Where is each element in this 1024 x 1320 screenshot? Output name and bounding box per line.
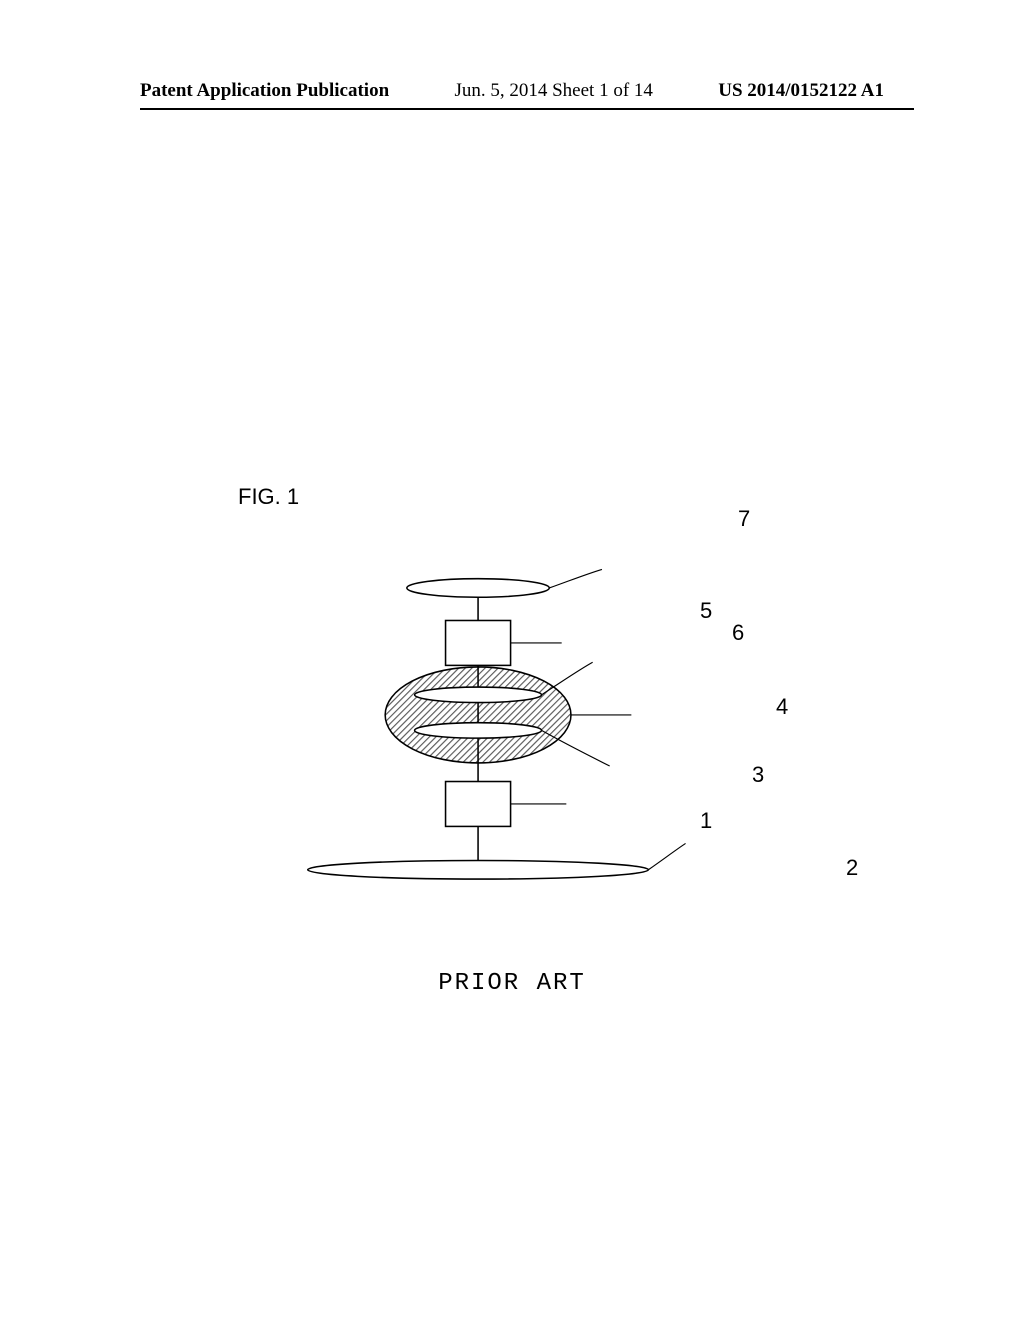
- ref-4: 4: [776, 694, 788, 720]
- leader-2: [648, 843, 685, 869]
- ref-3: 3: [752, 762, 764, 788]
- figure-svg: [300, 510, 780, 940]
- ref-5: 5: [700, 598, 712, 624]
- header-center: Jun. 5, 2014 Sheet 1 of 14: [454, 80, 652, 102]
- header-left: Patent Application Publication: [140, 80, 389, 102]
- ref-7: 7: [738, 506, 750, 532]
- leader-3: [542, 730, 610, 766]
- leader-7: [549, 569, 602, 588]
- figure-label: FIG. 1: [238, 484, 299, 510]
- ref-1: 1: [700, 808, 712, 834]
- leader-6: [542, 662, 593, 695]
- lower-box: [446, 782, 511, 827]
- base-plate: [308, 860, 649, 879]
- header-right: US 2014/0152122 A1: [718, 80, 884, 102]
- prior-art-label: PRIOR ART: [0, 970, 1024, 997]
- upper-box: [446, 620, 511, 665]
- header-rule: [140, 108, 914, 110]
- inner-plate-top: [415, 687, 542, 702]
- ref-2: 2: [846, 855, 858, 881]
- page-header: Patent Application Publication Jun. 5, 2…: [0, 80, 1024, 102]
- top-plate: [407, 579, 549, 598]
- inner-plate-bottom: [415, 723, 542, 738]
- figure-1: 7 5 6 4 3 1 2: [300, 510, 780, 940]
- ref-6: 6: [732, 620, 744, 646]
